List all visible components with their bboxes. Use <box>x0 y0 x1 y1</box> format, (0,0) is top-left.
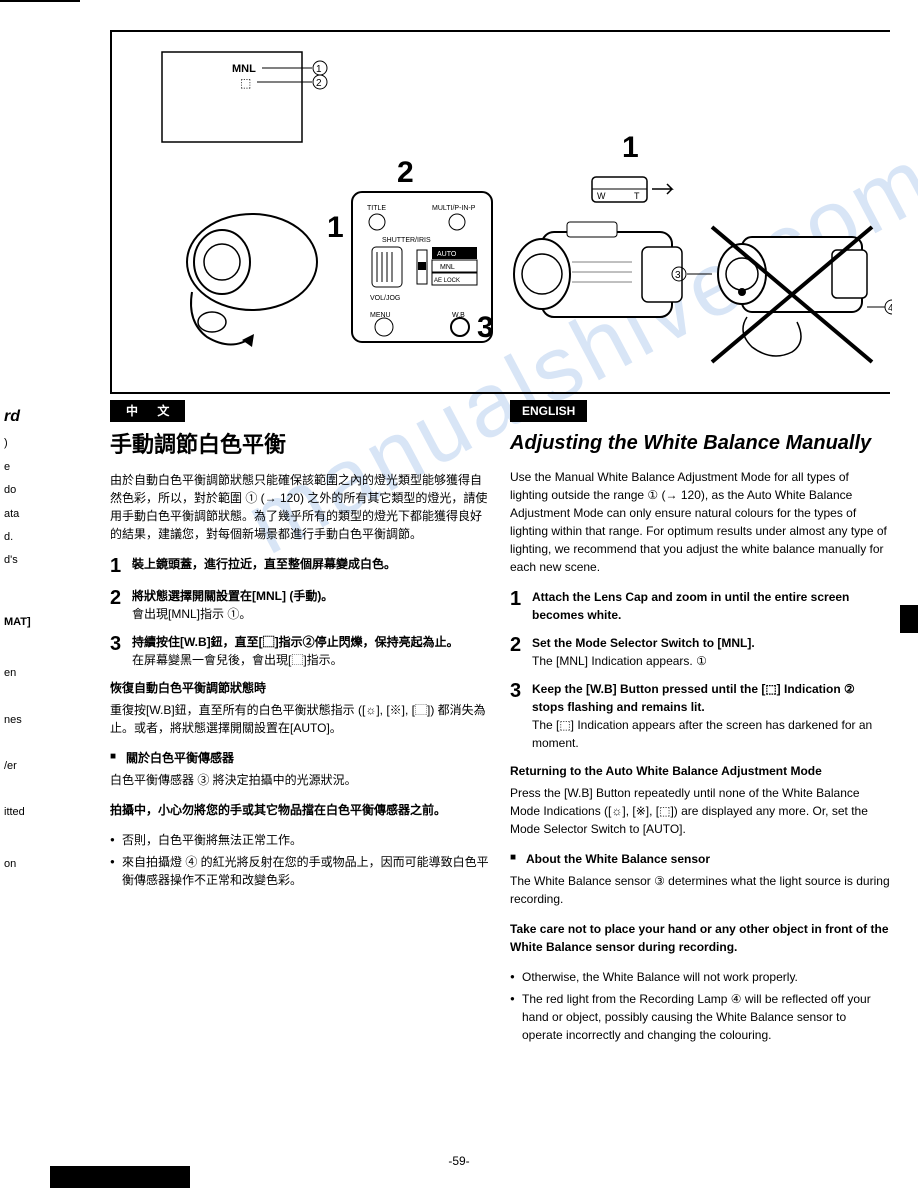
svg-text:4: 4 <box>888 303 892 314</box>
svg-text:SHUTTER/IRIS: SHUTTER/IRIS <box>382 237 431 244</box>
step-number: 1 <box>110 555 132 577</box>
fragment: ata <box>0 507 80 522</box>
step-text: Attach the Lens Cap and zoom in until th… <box>532 590 849 622</box>
return-text-cn: 重復按[W.B]鈕，直至所有的白色平衡狀態指示 ([☼], [※], [⬚]) … <box>110 701 490 737</box>
sensor-text-cn: 白色平衡傳感器 ③ 將決定拍攝中的光源狀況。 <box>110 771 490 789</box>
step-text: 持續按住[W.B]鈕，直至[⬚]指示②停止閃爍，保持亮起為止。 <box>132 635 459 649</box>
svg-text:TITLE: TITLE <box>367 205 386 212</box>
svg-text:2: 2 <box>316 78 322 89</box>
diagram-frame: MNL 1 ⬚ 2 1 2 <box>110 30 890 394</box>
svg-text:AE LOCK: AE LOCK <box>434 278 460 284</box>
step-text: Keep the [W.B] Button pressed until the … <box>532 682 855 714</box>
step-number: 3 <box>510 680 532 702</box>
warning-en: Take care not to place your hand or any … <box>510 920 890 956</box>
content-columns: 中 文 手動調節白色平衡 由於自動白色平衡調節狀態只能確保該範圍之內的燈光類型能… <box>110 400 890 1048</box>
chinese-column: 中 文 手動調節白色平衡 由於自動白色平衡調節狀態只能確保該範圍之內的燈光類型能… <box>110 400 490 1048</box>
fragment: nes <box>0 713 80 728</box>
step-3-cn: 3 持續按住[W.B]鈕，直至[⬚]指示②停止閃爍，保持亮起為止。 在屏幕變黑一… <box>110 633 490 669</box>
fragment: on <box>0 857 80 872</box>
step-subtext: The [MNL] Indication appears. ① <box>532 654 707 668</box>
bullet-en: Otherwise, the White Balance will not wo… <box>510 968 890 986</box>
english-column: ENGLISH Adjusting the White Balance Manu… <box>510 400 890 1048</box>
svg-text:2: 2 <box>397 156 414 189</box>
fragment: ) <box>0 436 80 451</box>
bullet-cn: 來自拍攝燈 ④ 的紅光將反射在您的手或物品上，因而可能導致白色平衡傳感器操作不正… <box>110 853 490 889</box>
step-text: 裝上鏡頭蓋，進行拉近，直至整個屏幕變成白色。 <box>132 557 396 571</box>
step-number: 1 <box>510 588 532 610</box>
fragment: e <box>0 460 80 475</box>
step-number: 3 <box>110 633 132 655</box>
svg-text:T: T <box>634 191 640 201</box>
instruction-diagram: MNL 1 ⬚ 2 1 2 <box>122 42 892 382</box>
step-1-en: 1 Attach the Lens Cap and zoom in until … <box>510 588 890 624</box>
svg-text:1: 1 <box>327 211 344 244</box>
chinese-intro: 由於自動白色平衡調節狀態只能確保該範圍之內的燈光類型能够獲得自然色彩，所以，對於… <box>110 471 490 543</box>
svg-text:MNL: MNL <box>440 264 455 271</box>
step-1-cn: 1 裝上鏡頭蓋，進行拉近，直至整個屏幕變成白色。 <box>110 555 490 577</box>
step-2-cn: 2 將狀態選擇開關設置在[MNL] (手動)。 會出現[MNL]指示 ①。 <box>110 587 490 623</box>
fragment: do <box>0 483 80 498</box>
svg-text:MULTI/P-IN-P: MULTI/P-IN-P <box>432 205 476 212</box>
svg-text:1: 1 <box>622 131 639 164</box>
chinese-title: 手動調節白色平衡 <box>110 428 490 461</box>
svg-text:W: W <box>597 191 606 201</box>
svg-text:3: 3 <box>675 270 681 281</box>
fragment: d's <box>0 553 80 568</box>
warning-cn: 拍攝中，小心勿將您的手或其它物品擋在白色平衡傳感器之前。 <box>110 801 490 819</box>
bullet-cn: 否則，白色平衡將無法正常工作。 <box>110 831 490 849</box>
english-intro: Use the Manual White Balance Adjustment … <box>510 468 890 576</box>
svg-text:AUTO: AUTO <box>437 251 457 258</box>
fragment: MAT] <box>0 615 80 630</box>
scan-artifact <box>50 1166 190 1188</box>
fragment: en <box>0 666 80 681</box>
return-heading-cn: 恢復自動白色平衡調節狀態時 <box>110 679 490 697</box>
svg-text:1: 1 <box>316 64 322 75</box>
return-text-en: Press the [W.B] Button repeatedly until … <box>510 784 890 838</box>
svg-text:MENU: MENU <box>370 312 391 319</box>
page-number: -59- <box>448 1154 469 1168</box>
step-number: 2 <box>110 587 132 609</box>
diagram-area: MNL 1 ⬚ 2 1 2 <box>122 42 890 382</box>
fragment: d. <box>0 530 80 545</box>
step-2-en: 2 Set the Mode Selector Switch to [MNL].… <box>510 634 890 670</box>
fragment: itted <box>0 805 80 820</box>
step-subtext: The [⬚] Indication appears after the scr… <box>532 718 872 750</box>
fragment: /er <box>0 759 80 774</box>
svg-text:⬚: ⬚ <box>240 76 251 90</box>
sensor-heading-en: About the White Balance sensor <box>510 850 890 868</box>
sensor-text-en: The White Balance sensor ③ determines wh… <box>510 872 890 908</box>
svg-text:VOL/JOG: VOL/JOG <box>370 295 400 302</box>
step-text: Set the Mode Selector Switch to [MNL]. <box>532 636 755 650</box>
step-subtext: 會出現[MNL]指示 ①。 <box>132 607 251 621</box>
return-heading-en: Returning to the Auto White Balance Adju… <box>510 762 890 780</box>
sensor-heading-cn: 關於白色平衡傳感器 <box>110 749 490 767</box>
step-3-en: 3 Keep the [W.B] Button pressed until th… <box>510 680 890 752</box>
step-text: 將狀態選擇開關設置在[MNL] (手動)。 <box>132 589 333 603</box>
chinese-badge: 中 文 <box>110 400 185 422</box>
mnl-label: MNL <box>232 63 256 75</box>
step-number: 2 <box>510 634 532 656</box>
left-edge-fragments: rd ) e do ata d. d's MAT] en nes /er itt… <box>0 0 80 880</box>
bullet-en: The red light from the Recording Lamp ④ … <box>510 990 890 1044</box>
english-title: Adjusting the White Balance Manually <box>510 428 890 458</box>
side-tab <box>900 605 918 633</box>
english-badge: ENGLISH <box>510 400 587 422</box>
svg-text:3: 3 <box>477 311 494 344</box>
step-subtext: 在屏幕變黑一會兒後，會出現[⬚]指示。 <box>132 653 343 667</box>
fragment-rd: rd <box>0 406 80 428</box>
